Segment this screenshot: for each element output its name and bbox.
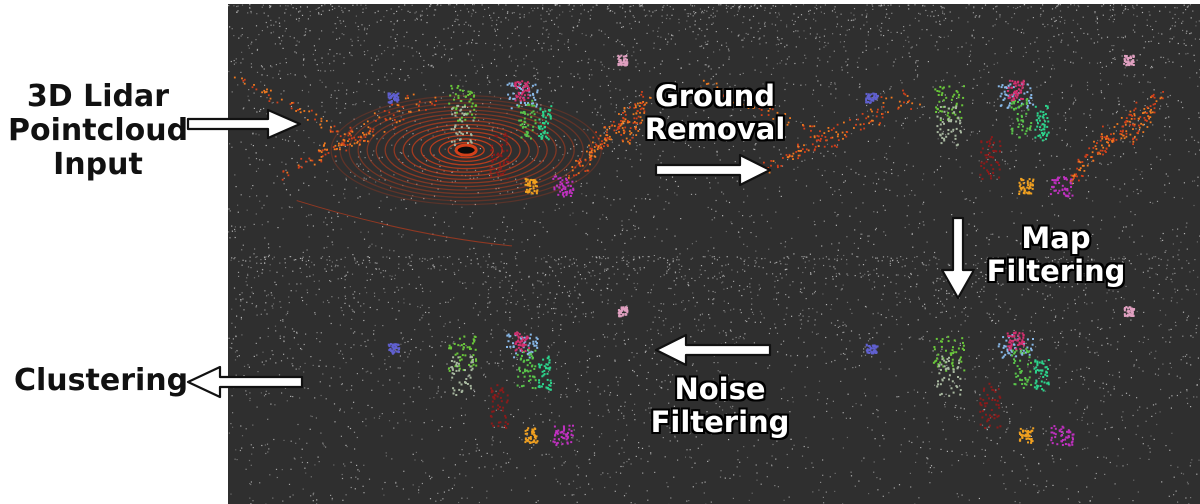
input-label: 3D Lidar Pointcloud Input xyxy=(8,80,188,182)
pointcloud-panel-clustered xyxy=(228,256,686,504)
noise-filtering-label-line-2: Filtering xyxy=(650,405,790,439)
clustering-label: Clustering xyxy=(14,363,189,398)
clustering-arrow-icon xyxy=(186,365,304,399)
map-filtering-label: Map Filtering xyxy=(986,222,1126,288)
map-filtering-label-line-2: Filtering xyxy=(986,254,1126,288)
ground-removal-arrow-icon xyxy=(654,153,772,187)
map-filtering-arrow-icon xyxy=(940,216,976,300)
ground-removal-label-line-1: Ground xyxy=(654,79,776,113)
pointcloud-clustered xyxy=(228,256,686,504)
ground-removal-label-line-2: Removal xyxy=(644,112,786,146)
pointcloud-map-filtered xyxy=(686,256,1200,504)
noise-filtering-arrow-icon xyxy=(654,333,772,367)
pointcloud-raw-input xyxy=(228,4,686,256)
pointcloud-panel-raw-input xyxy=(228,4,686,256)
pointcloud-panel-ground-removed xyxy=(686,4,1200,256)
noise-filtering-label: Noise Filtering xyxy=(648,373,792,439)
input-label-line-3: Input xyxy=(53,147,143,182)
ground-removal-label: Ground Removal xyxy=(640,80,790,146)
map-filtering-label-line-1: Map xyxy=(1021,221,1091,255)
input-label-line-2: Pointcloud xyxy=(8,113,189,148)
pointcloud-panel-map-filtered xyxy=(686,256,1200,504)
input-label-line-1: 3D Lidar xyxy=(26,79,170,114)
input-arrow-icon xyxy=(186,108,302,140)
pointcloud-ground-removed xyxy=(686,4,1200,256)
noise-filtering-label-line-1: Noise xyxy=(674,372,766,406)
